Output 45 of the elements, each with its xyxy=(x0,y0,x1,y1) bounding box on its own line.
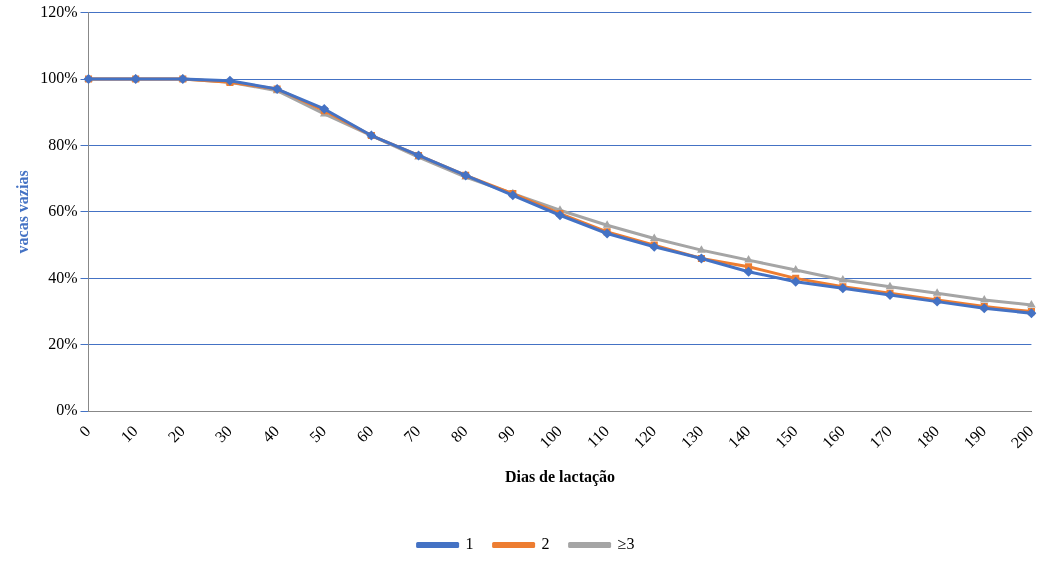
x-tick-label: 170 xyxy=(866,422,896,452)
x-tick-label: 140 xyxy=(724,422,754,452)
point xyxy=(743,266,754,277)
y-tick-label: 40% xyxy=(48,268,78,286)
x-tick-label: 20 xyxy=(164,422,188,446)
legend-label: 1 xyxy=(465,535,474,553)
x-axis-title: Dias de lactação xyxy=(504,467,616,486)
point xyxy=(319,103,330,114)
x-tick-label: 100 xyxy=(536,422,566,452)
x-tick-label: 0 xyxy=(75,422,94,440)
point xyxy=(885,281,895,290)
x-tick-label: 130 xyxy=(677,422,707,452)
legend-label: ≥3 xyxy=(617,535,635,553)
y-tick-label: 60% xyxy=(48,202,78,220)
y-axis-title: vacas vazias xyxy=(13,170,31,254)
x-tick-label: 160 xyxy=(818,422,848,452)
point xyxy=(697,245,706,253)
y-tick-label: 120% xyxy=(40,2,78,20)
point xyxy=(838,275,848,283)
point xyxy=(979,294,989,303)
x-tick-label: 10 xyxy=(117,422,141,446)
x-tick-label: 70 xyxy=(400,422,424,446)
x-tick-label: 80 xyxy=(447,422,471,446)
y-tick-label: 80% xyxy=(48,135,78,153)
x-tick-label: 120 xyxy=(630,422,660,452)
x-tick-label: 190 xyxy=(960,422,990,452)
x-tick-label: 60 xyxy=(353,422,377,446)
y-tick-label: 20% xyxy=(48,335,78,353)
x-tick-label: 180 xyxy=(913,422,943,452)
point xyxy=(602,220,612,228)
point xyxy=(744,255,753,263)
point xyxy=(791,265,801,273)
point xyxy=(932,288,942,296)
x-tick-label: 40 xyxy=(258,422,283,446)
y-tick-label: 0% xyxy=(56,401,78,419)
y-tick-label: 100% xyxy=(40,69,78,87)
x-tick-label: 30 xyxy=(211,422,236,446)
x-tick-label: 90 xyxy=(494,422,518,446)
point xyxy=(649,233,659,241)
x-tick-label: 50 xyxy=(306,422,330,446)
legend-label: 2 xyxy=(541,535,550,553)
x-tick-label: 150 xyxy=(771,422,801,452)
x-tick-label: 110 xyxy=(583,422,613,451)
x-tick-label: 200 xyxy=(1007,422,1037,452)
point xyxy=(790,276,801,287)
